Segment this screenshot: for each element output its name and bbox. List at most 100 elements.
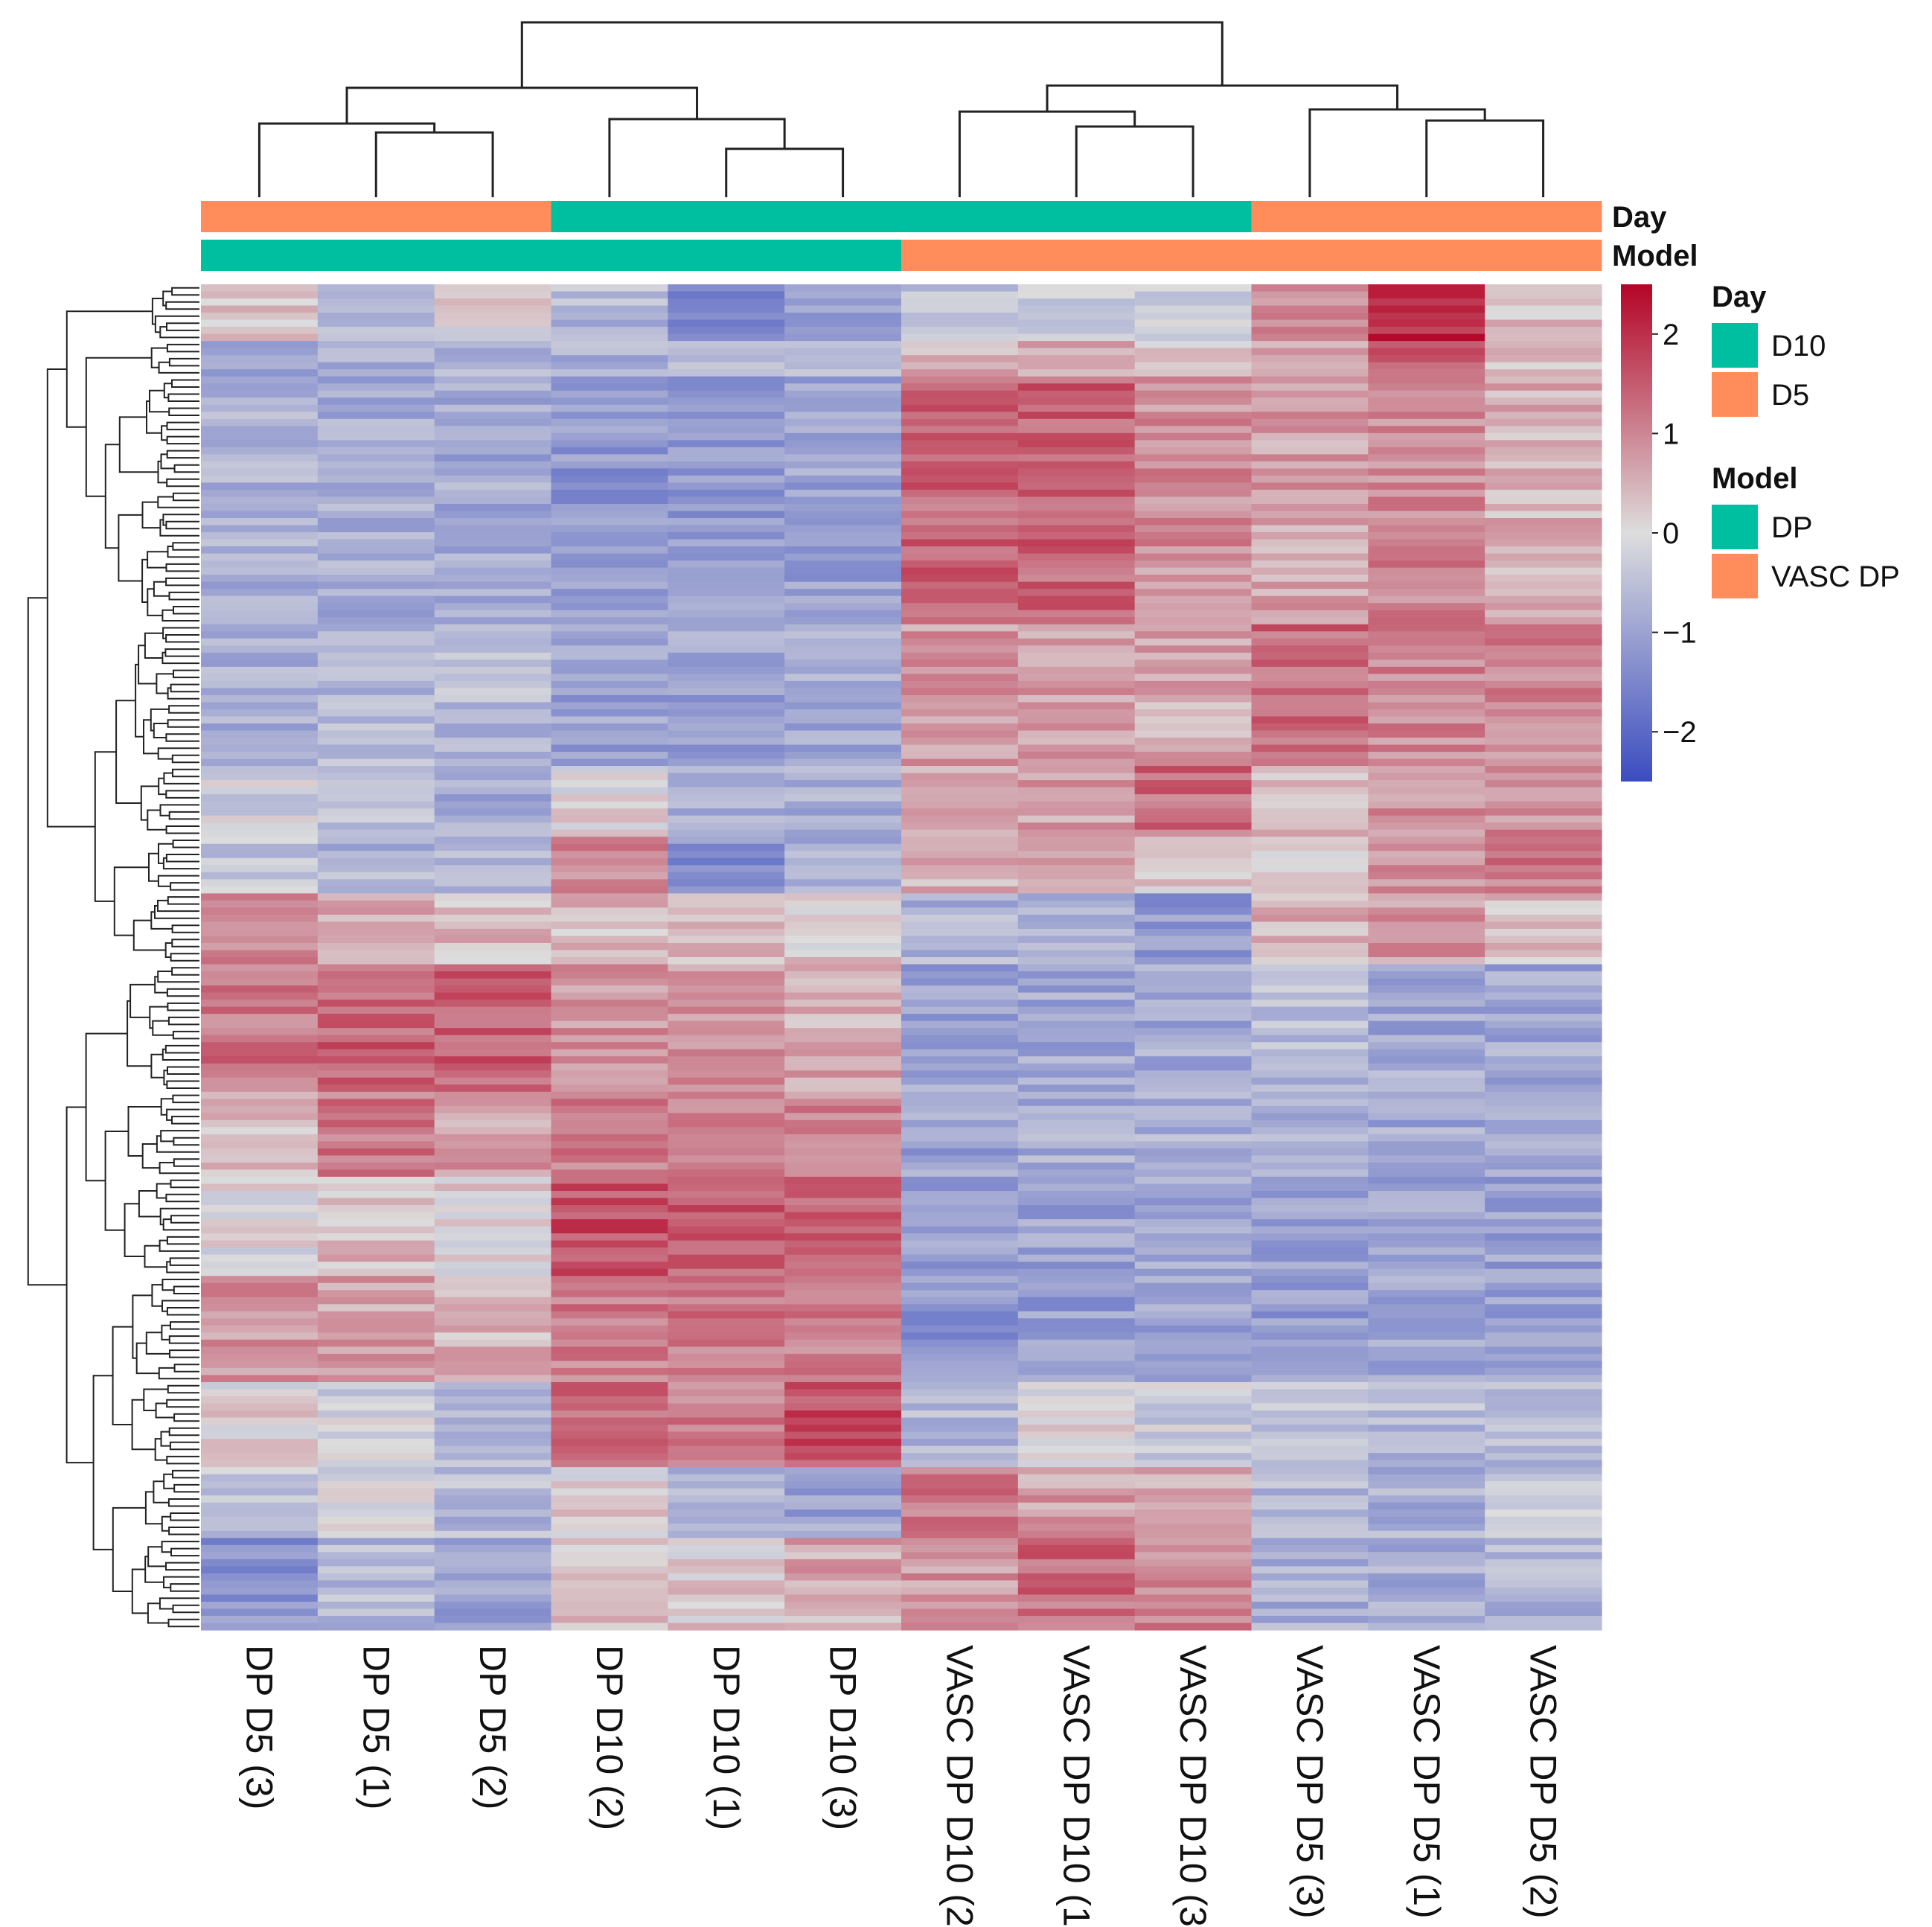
heatmap-cell [1134, 1587, 1253, 1596]
heatmap-cell [1017, 1439, 1136, 1447]
dendrogram-branch [167, 1002, 199, 1012]
heatmap-cell [434, 1339, 552, 1347]
heatmap-cell [784, 1148, 902, 1157]
heatmap-cell [1251, 794, 1369, 802]
heatmap-cell [551, 680, 668, 688]
heatmap-cell [1485, 1530, 1602, 1538]
heatmap-cell [901, 1467, 1019, 1475]
heatmap-cell [1251, 1247, 1369, 1256]
heatmap-cell [1368, 978, 1485, 986]
heatmap-cell [551, 1240, 668, 1248]
heatmap-cell [1134, 1099, 1253, 1107]
heatmap-cell [1485, 575, 1602, 583]
heatmap-cell [1485, 928, 1602, 937]
heatmap-cell [1251, 1205, 1369, 1213]
heatmap-cell [784, 319, 902, 327]
heatmap-cell [1485, 1091, 1602, 1099]
heatmap-cell [784, 1417, 902, 1425]
heatmap-cell [434, 355, 552, 363]
heatmap-cell [668, 631, 785, 639]
dendrogram-branch [168, 1527, 199, 1535]
heatmap-cell [317, 1367, 435, 1376]
heatmap-cell [668, 1014, 785, 1022]
heatmap-cell [317, 837, 435, 845]
heatmap-cell [784, 1240, 902, 1248]
heatmap-cell [668, 893, 785, 901]
heatmap-cell [317, 489, 435, 498]
heatmap-cell [901, 553, 1019, 561]
heatmap-cell [201, 1113, 319, 1121]
heatmap-cell [201, 879, 319, 887]
heatmap-cell [1368, 907, 1485, 915]
heatmap-cell [1017, 426, 1136, 434]
heatmap-cell [201, 1183, 319, 1192]
heatmap-cell [1017, 1169, 1136, 1177]
heatmap-cell [317, 886, 435, 894]
heatmap-cell [1368, 1467, 1485, 1475]
heatmap-cell [551, 1623, 668, 1631]
dendrogram-branch [148, 852, 159, 882]
heatmap-cell [551, 603, 668, 611]
heatmap-cell [784, 1502, 902, 1510]
heatmap-cell [1485, 645, 1602, 653]
heatmap-cell [551, 1389, 668, 1397]
heatmap-cell [784, 1113, 902, 1121]
dendrogram-branch [152, 1020, 173, 1036]
heatmap-cell [201, 553, 319, 561]
heatmap-cell [201, 1623, 319, 1631]
heatmap-cell [551, 638, 668, 646]
heatmap-cell [551, 1615, 668, 1624]
heatmap-cell [1251, 362, 1369, 370]
heatmap-cell [1368, 773, 1485, 781]
heatmap-cell [1251, 702, 1369, 710]
heatmap-cell [317, 829, 435, 837]
heatmap-cell [1368, 1608, 1485, 1617]
heatmap-cell [1485, 553, 1602, 561]
heatmap-cell [1134, 1524, 1253, 1532]
heatmap-cell [551, 914, 668, 923]
heatmap-cell [317, 369, 435, 377]
heatmap-cell [1134, 1162, 1253, 1171]
heatmap-cell [317, 1573, 435, 1581]
dendrogram-branch [169, 1257, 199, 1266]
heatmap-cell [668, 1396, 785, 1404]
heatmap-cell [551, 992, 668, 1000]
heatmap-cell [1485, 589, 1602, 597]
heatmap-cell [201, 872, 319, 880]
heatmap-cell [317, 1233, 435, 1241]
heatmap-cell [434, 738, 552, 746]
heatmap-cell [201, 907, 319, 915]
legend-swatch [1712, 323, 1758, 368]
heatmap-cell [668, 1148, 785, 1157]
heatmap-cell [668, 1460, 785, 1468]
heatmap-cell [1368, 1325, 1485, 1333]
heatmap-cell [317, 1268, 435, 1276]
heatmap-cell [1134, 1141, 1253, 1149]
heatmap-cell [434, 1049, 552, 1057]
heatmap-cell [1134, 645, 1253, 653]
heatmap-cell [1017, 1375, 1136, 1383]
heatmap-cell [201, 971, 319, 980]
heatmap-cell [551, 879, 668, 887]
heatmap-cell [434, 815, 552, 823]
heatmap-cell [434, 666, 552, 674]
heatmap-cell [551, 758, 668, 767]
heatmap-cell [201, 525, 319, 533]
heatmap-cell [1017, 766, 1136, 774]
heatmap-cell [784, 674, 902, 682]
heatmap-cell [901, 1367, 1019, 1376]
heatmap-cell [1134, 1353, 1253, 1361]
heatmap-cell [201, 589, 319, 597]
dendrogram-branch [162, 627, 199, 639]
heatmap-cell [1134, 1134, 1253, 1143]
heatmap-cell [551, 723, 668, 732]
heatmap-cell [201, 1460, 319, 1468]
heatmap-cell [784, 865, 902, 873]
dendrogram-branch [1046, 84, 1399, 112]
heatmap-cell [1485, 1304, 1602, 1312]
heatmap-cell [201, 1453, 319, 1461]
heatmap-cell [434, 1311, 552, 1319]
heatmap-cell [1017, 539, 1136, 547]
heatmap-cell [434, 822, 552, 831]
heatmap-cell [434, 829, 552, 837]
